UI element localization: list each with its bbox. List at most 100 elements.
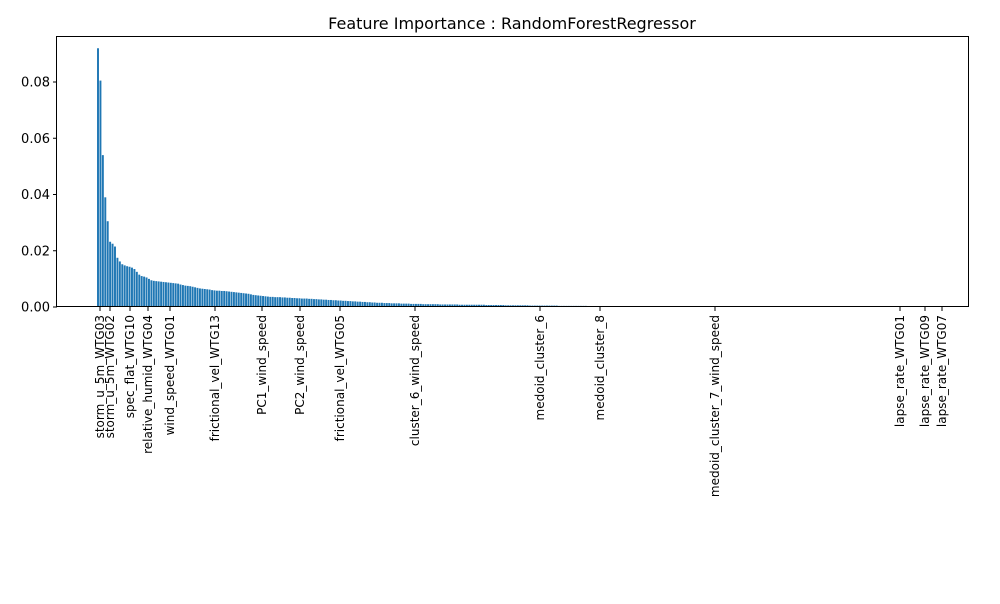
x-tick-label: PC1_wind_speed bbox=[255, 315, 269, 415]
bar bbox=[129, 267, 131, 307]
bar bbox=[262, 296, 264, 307]
bar bbox=[330, 300, 332, 307]
bar bbox=[223, 291, 225, 307]
bar bbox=[255, 295, 257, 307]
bar bbox=[294, 298, 296, 307]
bar bbox=[97, 48, 99, 307]
bar bbox=[231, 292, 233, 307]
x-tick-label: lapse_rate_WTG01 bbox=[893, 315, 907, 427]
bar bbox=[187, 286, 189, 307]
bar bbox=[289, 298, 291, 307]
bar bbox=[272, 297, 274, 307]
bar bbox=[126, 266, 128, 307]
bar bbox=[109, 242, 111, 307]
bar bbox=[216, 291, 218, 307]
bar bbox=[303, 299, 305, 307]
x-tick-label: lapse_rate_WTG07 bbox=[935, 315, 949, 427]
x-tick-label: lapse_rate_WTG09 bbox=[918, 315, 932, 427]
bar bbox=[189, 286, 191, 307]
x-tick-label: medoid_cluster_7_wind_speed bbox=[708, 315, 722, 497]
y-tick-label: 0.08 bbox=[21, 76, 50, 91]
bar bbox=[306, 299, 308, 307]
bar bbox=[260, 296, 262, 307]
bar bbox=[155, 281, 157, 307]
bar bbox=[286, 298, 288, 307]
bar bbox=[221, 291, 223, 307]
bar bbox=[228, 292, 230, 307]
bar bbox=[320, 299, 322, 307]
bar bbox=[301, 299, 303, 307]
y-tick-label: 0.02 bbox=[21, 244, 50, 259]
bar bbox=[153, 281, 155, 307]
y-axis: 0.00 0.02 0.04 0.06 0.08 bbox=[21, 76, 57, 316]
bar bbox=[133, 269, 135, 307]
bar bbox=[318, 299, 320, 307]
bar bbox=[218, 291, 220, 307]
bar bbox=[138, 275, 140, 307]
y-tick-label: 0.00 bbox=[21, 301, 50, 316]
y-tick-label: 0.06 bbox=[21, 132, 50, 147]
bar bbox=[136, 272, 138, 307]
bar bbox=[267, 297, 269, 307]
bar bbox=[284, 297, 286, 307]
bar bbox=[311, 299, 313, 307]
bar bbox=[131, 268, 133, 307]
bar bbox=[204, 289, 206, 307]
bar bbox=[332, 300, 334, 307]
plot-frame bbox=[57, 37, 969, 307]
bar bbox=[308, 299, 310, 307]
bar bbox=[201, 289, 203, 307]
x-tick-label: frictional_vel_WTG13 bbox=[208, 315, 222, 441]
bar bbox=[214, 290, 216, 307]
bar bbox=[112, 244, 114, 307]
bar bbox=[197, 288, 199, 307]
x-tick-label: storm_u_5m_WTG02 bbox=[103, 315, 117, 438]
chart-title: Feature Importance : RandomForestRegress… bbox=[328, 14, 696, 33]
bar bbox=[116, 258, 118, 307]
bar bbox=[172, 283, 174, 307]
bar bbox=[175, 283, 177, 307]
bar bbox=[177, 284, 179, 307]
bar bbox=[160, 282, 162, 307]
bar bbox=[233, 292, 235, 307]
bar bbox=[114, 247, 116, 307]
bar bbox=[141, 276, 143, 307]
bar bbox=[277, 297, 279, 307]
bar bbox=[298, 298, 300, 307]
x-tick-label: cluster_6_wind_speed bbox=[408, 315, 422, 446]
bar bbox=[291, 298, 293, 307]
x-tick-label: wind_speed_WTG01 bbox=[163, 315, 177, 435]
bar bbox=[167, 283, 169, 307]
bar bbox=[121, 264, 123, 307]
bar bbox=[143, 277, 145, 307]
bar bbox=[245, 294, 247, 308]
bar bbox=[180, 285, 182, 308]
bar bbox=[264, 296, 266, 307]
bar bbox=[335, 300, 337, 307]
bar bbox=[199, 288, 201, 307]
bar bbox=[165, 282, 167, 307]
bar bbox=[279, 297, 281, 307]
bar bbox=[170, 283, 172, 307]
bar bbox=[257, 295, 259, 307]
bar bbox=[269, 297, 271, 307]
bar bbox=[296, 298, 298, 307]
bar bbox=[192, 287, 194, 307]
bar bbox=[315, 299, 317, 307]
bar bbox=[250, 294, 252, 307]
bar bbox=[235, 292, 237, 307]
bars-layer bbox=[97, 48, 897, 307]
y-tick-label: 0.04 bbox=[21, 188, 50, 203]
bar bbox=[274, 297, 276, 307]
bar bbox=[99, 81, 101, 307]
x-tick-label: spec_flat_WTG10 bbox=[123, 315, 137, 418]
bar bbox=[194, 287, 196, 307]
bar bbox=[124, 265, 126, 307]
bar bbox=[146, 277, 148, 307]
bar bbox=[184, 286, 186, 307]
bar bbox=[182, 285, 184, 307]
bar bbox=[226, 291, 228, 307]
bar bbox=[328, 300, 330, 307]
